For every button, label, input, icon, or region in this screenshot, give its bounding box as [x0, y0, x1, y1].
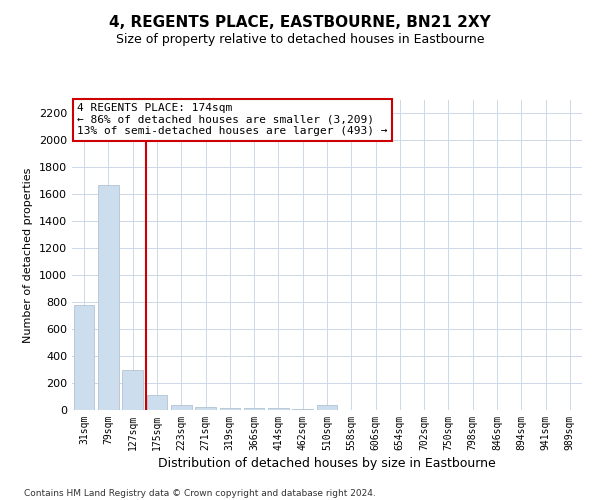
- Bar: [268, 408, 289, 410]
- Bar: [122, 370, 143, 410]
- X-axis label: Distribution of detached houses by size in Eastbourne: Distribution of detached houses by size …: [158, 457, 496, 470]
- Text: Contains HM Land Registry data © Crown copyright and database right 2024.: Contains HM Land Registry data © Crown c…: [24, 488, 376, 498]
- Bar: [317, 404, 337, 410]
- Text: Size of property relative to detached houses in Eastbourne: Size of property relative to detached ho…: [116, 32, 484, 46]
- Text: 4, REGENTS PLACE, EASTBOURNE, BN21 2XY: 4, REGENTS PLACE, EASTBOURNE, BN21 2XY: [109, 15, 491, 30]
- Bar: [98, 185, 119, 410]
- Bar: [74, 305, 94, 410]
- Bar: [220, 408, 240, 410]
- Text: 4 REGENTS PLACE: 174sqm
← 86% of detached houses are smaller (3,209)
13% of semi: 4 REGENTS PLACE: 174sqm ← 86% of detache…: [77, 103, 388, 136]
- Bar: [244, 408, 265, 410]
- Bar: [146, 395, 167, 410]
- Bar: [171, 406, 191, 410]
- Bar: [195, 406, 216, 410]
- Y-axis label: Number of detached properties: Number of detached properties: [23, 168, 34, 342]
